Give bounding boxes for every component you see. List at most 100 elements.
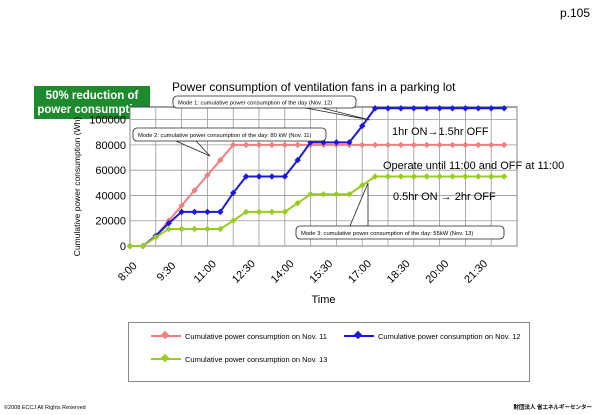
copyright-text: ©2008 ECCJ All Rights Reserved xyxy=(4,405,86,411)
badge-line-1: 50% reduction of xyxy=(45,90,139,102)
data-point-nov11 xyxy=(384,141,392,149)
legend-item-nov11: Cumulative power consumption on Nov. 11 xyxy=(151,330,327,341)
legend-label-nov13: Cumulative power consumption on Nov. 13 xyxy=(185,354,328,364)
data-point-nov13 xyxy=(230,217,237,224)
callout-text-mode3: Mode 3: cumulative power consumption of … xyxy=(301,231,473,237)
data-point-nov12 xyxy=(384,105,392,112)
x-tick-label: 17:00 xyxy=(346,258,374,286)
data-point-nov13 xyxy=(217,225,224,233)
y-tick-label: 20000 xyxy=(95,216,126,228)
data-point-nov13 xyxy=(191,225,198,233)
data-point-nov11 xyxy=(449,141,456,149)
annotation-on1: 1hr ON→1.5hr OFF xyxy=(392,126,489,138)
legend-label-nov12: Cumulative power consumption on Nov. 12 xyxy=(378,331,521,341)
x-tick-label: 18:30 xyxy=(385,258,413,286)
data-point-nov13 xyxy=(126,242,134,250)
chart-legend: Cumulative power consumption on Nov. 11 … xyxy=(128,322,530,382)
data-point-nov11 xyxy=(294,141,301,149)
data-point-nov12 xyxy=(359,122,366,130)
data-point-nov11 xyxy=(423,141,430,149)
x-tick-label: 21:30 xyxy=(462,258,490,286)
data-point-nov11 xyxy=(359,141,366,149)
data-point-nov11 xyxy=(371,141,379,149)
data-point-nov11 xyxy=(242,141,250,149)
data-point-nov11 xyxy=(397,141,405,149)
data-point-nov12 xyxy=(217,208,224,216)
x-tick-label: 12:30 xyxy=(230,258,258,286)
data-point-nov12 xyxy=(410,105,417,112)
data-point-nov13 xyxy=(410,173,417,180)
data-point-nov12 xyxy=(488,105,495,112)
chart-title: Power consumption of ventilation fans in… xyxy=(172,80,456,94)
data-point-nov11 xyxy=(217,156,224,164)
data-point-nov13 xyxy=(359,182,366,189)
data-point-nov13 xyxy=(281,208,288,216)
data-point-nov12 xyxy=(281,173,288,180)
data-point-nov12 xyxy=(449,105,456,112)
data-point-nov12 xyxy=(475,105,482,112)
callout-box-mode2 xyxy=(132,127,327,142)
data-point-nov12 xyxy=(230,189,237,197)
legend-label-nov11: Cumulative power consumption on Nov. 11 xyxy=(185,331,327,341)
data-point-nov13 xyxy=(333,190,340,198)
data-point-nov12 xyxy=(178,208,185,216)
data-point-nov11 xyxy=(204,172,211,179)
data-point-nov11 xyxy=(268,141,276,149)
data-point-nov13 xyxy=(268,208,276,216)
data-point-nov13 xyxy=(423,173,430,180)
data-point-nov12 xyxy=(242,173,250,180)
data-point-nov12 xyxy=(500,105,508,112)
data-point-nov13 xyxy=(255,208,263,216)
data-point-nov12 xyxy=(371,105,379,112)
data-point-nov13 xyxy=(384,173,392,180)
data-point-nov13 xyxy=(165,225,172,233)
annotation-until11: Operate until 11:00 and OFF at 11:00 xyxy=(383,160,564,172)
data-point-nov11 xyxy=(178,202,185,209)
data-point-nov13 xyxy=(204,225,211,233)
data-point-nov13 xyxy=(152,233,159,241)
data-point-nov13 xyxy=(346,190,353,198)
data-point-nov13 xyxy=(397,173,405,180)
data-point-nov11 xyxy=(410,141,417,149)
data-point-nov11 xyxy=(475,141,482,149)
y-tick-label: 0 xyxy=(120,241,126,253)
data-point-nov11 xyxy=(462,141,469,149)
legend-swatch-nov11 xyxy=(151,330,181,341)
data-point-nov11 xyxy=(191,187,198,194)
data-point-nov13 xyxy=(178,225,185,233)
organization-logo-text: 財団法人 省エネルギーセンター xyxy=(513,405,592,411)
x-axis-title: Time xyxy=(311,294,335,306)
data-point-nov12 xyxy=(204,208,211,216)
data-point-nov12 xyxy=(268,173,276,180)
data-point-nov13 xyxy=(449,173,456,180)
callout-box-mode1 xyxy=(172,95,357,109)
data-point-nov11 xyxy=(488,141,495,149)
data-point-nov13 xyxy=(242,208,250,216)
callout-text-mode1: Mode 1: cumulative power consumption of … xyxy=(178,101,332,107)
data-point-nov12 xyxy=(397,105,405,112)
y-axis-title: Cumulative power consumption (Wh) xyxy=(72,117,82,257)
data-point-nov13 xyxy=(436,173,443,180)
data-point-nov13 xyxy=(500,173,508,180)
x-tick-label: 11:00 xyxy=(192,258,219,285)
data-point-nov12 xyxy=(346,139,353,146)
data-point-nov11 xyxy=(281,141,288,149)
x-tick-label: 8:00 xyxy=(116,260,140,284)
callout-text-mode2: Mode 2: cumulative power consumption of … xyxy=(138,133,312,139)
legend-swatch-nov13 xyxy=(151,353,181,364)
data-point-nov11 xyxy=(436,141,443,149)
y-tick-label: 40000 xyxy=(95,190,126,202)
data-point-nov12 xyxy=(436,105,443,112)
data-point-nov11 xyxy=(230,141,237,149)
data-point-nov12 xyxy=(423,105,430,112)
data-point-nov13 xyxy=(139,242,147,250)
legend-item-nov12: Cumulative power consumption on Nov. 12 xyxy=(344,330,521,341)
data-point-nov13 xyxy=(307,190,314,198)
data-point-nov12 xyxy=(333,139,340,146)
data-point-nov11 xyxy=(500,141,508,149)
annotation-on05: 0.5hr ON → 2hr OFF xyxy=(393,191,496,203)
callout-box-mode3 xyxy=(295,225,505,240)
data-point-nov13 xyxy=(371,173,379,180)
data-point-nov12 xyxy=(191,208,198,216)
